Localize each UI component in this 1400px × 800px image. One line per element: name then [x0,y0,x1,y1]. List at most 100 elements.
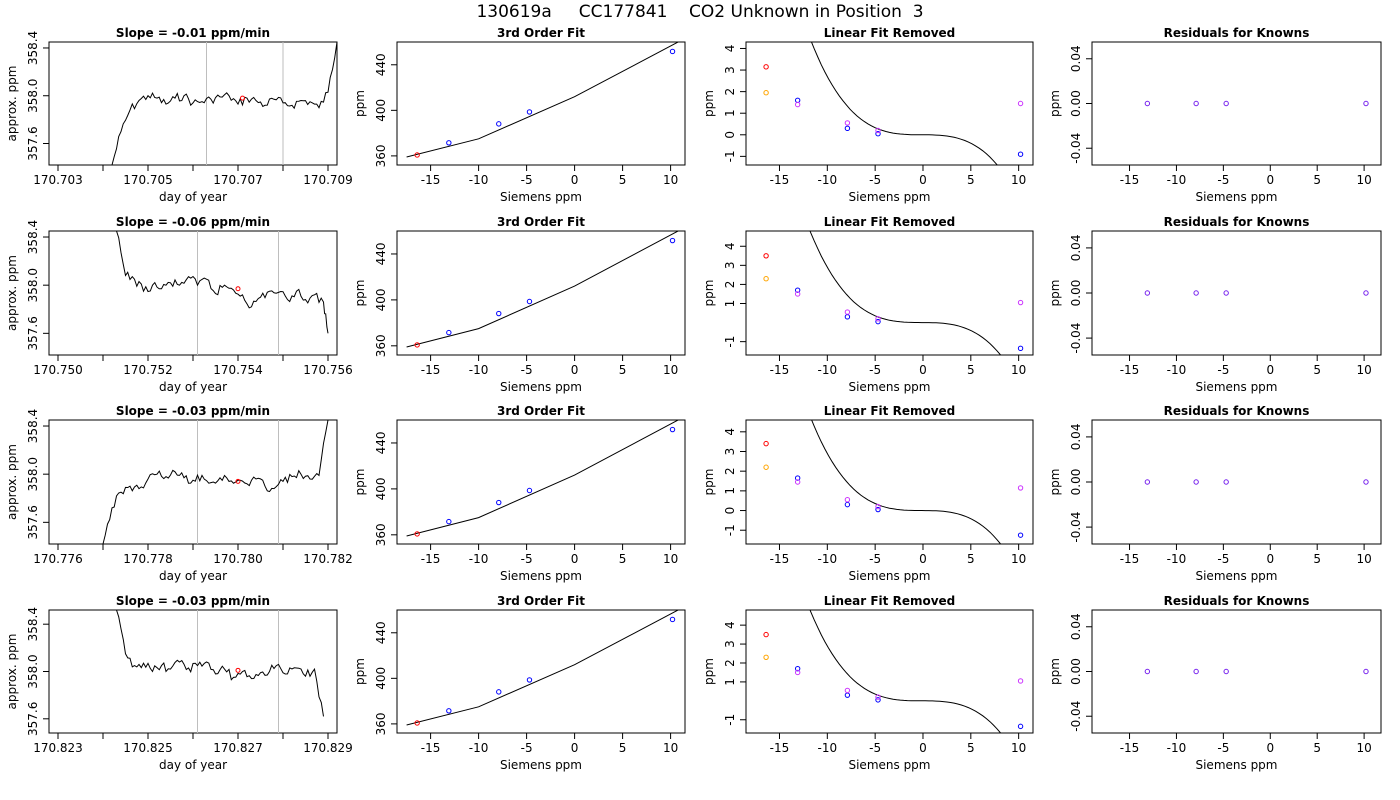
panel-r2-c1-ylabel: approx. ppm [5,255,19,331]
panel-r1-c4-point [1144,100,1151,107]
panel-r4-c1-ytick-label: 358.4 [26,607,40,641]
panel-r3-c3-residual-curve [811,420,1002,544]
panel-r4-c4-xtick-label: 5 [1313,741,1321,755]
panel-r4-c3-point [1017,678,1024,684]
panel-r1-c4-xtick-label: -10 [1167,173,1187,187]
panel-r4-c4-xtick-label: 10 [1356,741,1371,755]
panel-r4-c3-residual-curve [809,610,1002,733]
panel-r1-c3-ytick-label: 3 [723,66,737,74]
panel-r3-c2-plot-area [406,420,680,537]
panel-r2-c3-xtick-label: 10 [1011,363,1026,377]
panel-r1-c3-point [844,120,851,126]
panel-r1-c3-point [763,64,769,70]
panel-r1-c2-point [669,48,676,55]
panel-r2-c2-point [496,310,502,317]
panel-r3-c3-xtick-label: 5 [967,552,975,566]
panel-r4-c1-xtick-label: 170.827 [213,741,263,755]
panel-r2-c3-ytick-label: 2 [723,281,737,289]
panel-r4-c4-ytick-label: 0.04 [1069,613,1083,640]
panel-r3-c1-xtick-label: 170.776 [33,552,83,566]
panel-r4-c4-plot-area [1144,668,1369,675]
panel-r2-c4-ytick-label: 0.00 [1069,280,1083,307]
panel-r4-c4-frame [1091,609,1382,734]
panel-r3-c3-ylabel: ppm [702,469,716,496]
panel-r1-c1-target-marker [240,95,245,101]
panel-r2-c3-point [875,318,881,325]
panel-r2-c3-residual-curve [809,231,1002,355]
panel-r4-c3-xtick-label: -10 [818,741,838,755]
panel-r1-c3-xlabel: Siemens ppm [848,190,930,204]
panel-r2-c2-ytick-label: 400 [374,288,388,311]
panel-r1-c4-ytick-label: -0.04 [1069,133,1083,164]
panel-r2-c4-xlabel: Siemens ppm [1195,380,1277,394]
panel-r1-c3-point [875,131,881,137]
panel-r1-c4-point [1223,100,1229,107]
panel-r3-c1-frame [48,419,338,545]
panel-r3-c1-target-marker [235,478,241,484]
panel-r1-c3-point [794,101,801,108]
panel-r2-c2-fit-curve [406,231,680,348]
panel-r4-c4-point [1144,668,1151,675]
panel-r2-c3-point [794,291,801,297]
panel-r3-c4-frame [1091,419,1382,545]
panel-r2-c1-xtick-label: 170.752 [123,363,173,377]
panel-r3-c2-xtick-label: 5 [619,552,627,566]
panel-r3-c1-ytick-label: 358.0 [26,457,40,491]
panel-r2-c2-point [526,298,533,305]
panel-r1-c4-ylabel: ppm [1048,90,1062,117]
panel-r2-c2-xtick-label: -5 [521,363,533,377]
panel-r2-c3-ytick-label: -1 [723,336,737,348]
panel-r4-c1-trace [116,610,324,717]
panel-r3-c2-fit-curve [406,420,680,537]
panel-r2-c1-ytick-label: 358.0 [26,268,40,302]
panel-r2-c3-ytick-label: 4 [723,242,737,250]
panel-r2-c4-point [1363,290,1369,296]
panel-r2-c3-point [1017,345,1024,352]
panel-r4-c3-point [875,697,881,703]
panel-r3-c3-xtick-label: -10 [818,552,838,566]
panel-r2-c4-ytick-label: 0.04 [1069,235,1083,262]
panel-r4-c4-xtick-label: -5 [1217,741,1229,755]
panel-r1-c2-ytick-label: 440 [374,53,388,76]
panel-r1-c3-frame [745,41,1034,166]
panel-r2-c3-xlabel: Siemens ppm [848,380,930,394]
panel-r4-c4-xtick-label: -10 [1167,741,1187,755]
panel-r2-c2-frame [396,230,686,356]
panel-r2-c4-point [1193,290,1199,296]
panel-r1-c3-xtick-label: 0 [919,173,927,187]
panel-r2-c1-ytick-label: 358.4 [26,220,40,254]
panel-r1-c3-title: Linear Fit Removed [824,26,956,40]
panel-r4-c3-ytick-label: -1 [723,714,737,726]
panel-r3-c1-trace [102,420,329,544]
panel-r3-c1-xtick-label: 170.782 [303,552,353,566]
panel-r4-c1-ytick-label: 358.0 [26,654,40,688]
panel-r3-c4-ytick-label: 0.00 [1069,469,1083,496]
panel-r2-c2-xtick-label: 0 [571,363,579,377]
panel-r3-c3-point [794,479,801,485]
panel-r4-c4-ytick-label: -0.04 [1069,701,1083,732]
panel-r1-c2-frame [396,41,686,166]
panel-r1-c2-xtick-label: 0 [571,173,579,187]
panel-r1-c2-ytick-label: 400 [374,99,388,122]
panel-r4-c3-point [1017,723,1024,730]
panel-r4-c3-xtick-label: -5 [869,741,881,755]
panel-r1-c2-xlabel: Siemens ppm [500,190,582,204]
panel-r3-c2-xtick-label: 10 [663,552,678,566]
panel-r3-c4-xtick-label: 10 [1356,552,1371,566]
panel-r1-c2-point [526,109,533,115]
panel-r1-c3-plot-area [763,42,1024,165]
panel-r3-c3-xlabel: Siemens ppm [848,569,930,583]
panel-r3-c1-xtick-label: 170.778 [123,552,173,566]
panel-r1-c3-xtick-label: -5 [869,173,881,187]
panel-r3-c1-xlabel: day of year [159,569,227,583]
panel-r3-c4-xtick-label: -15 [1120,552,1140,566]
panel-r2-c4-xtick-label: -15 [1120,363,1140,377]
panel-r4-c3-xtick-label: 10 [1011,741,1026,755]
panel-r2-c2-xtick-label: 10 [663,363,678,377]
panel-r1-c3-xtick-label: -10 [818,173,838,187]
panel-r4-c3-ytick-label: 1 [723,678,737,686]
panel-r4-c4-ylabel: ppm [1048,658,1062,685]
panel-r3-c4-xtick-label: -10 [1167,552,1187,566]
panel-r2-c1-ytick-label: 357.6 [26,316,40,350]
panel-r4-c2-point [526,677,533,683]
